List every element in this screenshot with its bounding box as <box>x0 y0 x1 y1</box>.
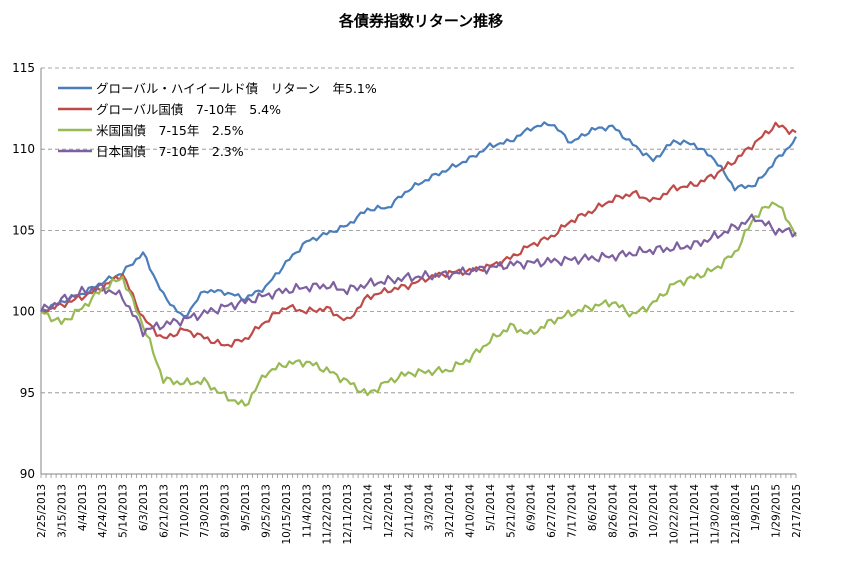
y-tick-label: 100 <box>12 305 35 319</box>
y-tick-label: 90 <box>20 467 35 481</box>
x-tick-label: 9/12/2014 <box>628 484 640 538</box>
series-lines <box>40 121 797 407</box>
x-tick-label: 3/15/2013 <box>56 484 68 538</box>
x-tick-label: 1/22/2014 <box>383 484 395 538</box>
x-tick-label: 2/17/2015 <box>791 484 803 538</box>
legend: グローバル・ハイイールド債 リターン 年5.1% グローバル国債 7-10年 5.… <box>58 81 377 159</box>
x-tick-label: 2/11/2014 <box>403 484 415 538</box>
axes: 90 95 100 105 110 115 2/25/2013 3/15/2013 4/4/20… <box>12 61 803 545</box>
x-tick-label: 10/15/2013 <box>281 484 293 545</box>
legend-label: 日本国債 7-10年 2.3% <box>96 144 244 159</box>
legend-label: 米国国債 7-15年 2.5% <box>96 123 244 138</box>
x-tick-label: 8/26/2014 <box>607 484 619 538</box>
x-tick-label: 12/18/2014 <box>730 484 742 545</box>
x-tick-label: 4/10/2014 <box>465 484 477 538</box>
x-tick-label: 4/4/2013 <box>77 484 89 531</box>
x-tick-label: 1/29/2015 <box>771 484 783 538</box>
x-tick-label: 11/22/2013 <box>322 484 334 545</box>
x-tick-label: 7/10/2013 <box>179 484 191 538</box>
x-tick-label: 9/25/2013 <box>260 484 272 538</box>
y-tick-label: 105 <box>12 223 35 237</box>
x-tick-label: 1/9/2015 <box>750 484 762 531</box>
x-tick-label: 9/5/2013 <box>240 484 252 531</box>
x-tick-label: 5/14/2013 <box>118 484 130 538</box>
x-tick-label: 6/21/2013 <box>158 484 170 538</box>
y-tick-label: 95 <box>20 386 35 400</box>
series-line <box>40 121 797 318</box>
x-tick-label: 11/30/2014 <box>709 484 721 545</box>
series-line <box>40 213 797 338</box>
x-tick-label: 12/11/2013 <box>342 484 354 545</box>
x-tick-label: 7/30/2013 <box>199 484 211 538</box>
x-tick-label: 8/6/2014 <box>587 484 599 531</box>
x-tick-label: 10/2/2014 <box>648 484 660 538</box>
x-tick-label: 3/21/2014 <box>444 484 456 538</box>
y-tick-label: 115 <box>12 61 35 75</box>
x-tick-label: 5/1/2014 <box>485 484 497 531</box>
x-tick-label: 7/17/2014 <box>567 484 579 538</box>
x-tick-label: 11/4/2013 <box>301 484 313 538</box>
x-tick-label: 10/22/2014 <box>669 484 681 545</box>
x-tick-label: 5/21/2014 <box>505 484 517 538</box>
x-tick-label: 3/3/2014 <box>424 484 436 531</box>
x-tick-label: 1/2/2014 <box>362 484 374 531</box>
legend-label: グローバル・ハイイールド債 リターン 年5.1% <box>96 81 377 96</box>
x-tick-label: 6/9/2014 <box>526 484 538 531</box>
x-tick-label: 11/11/2014 <box>689 484 701 545</box>
x-tick-label: 8/19/2013 <box>220 484 232 538</box>
x-tick-label: 6/27/2014 <box>546 484 558 538</box>
x-tick-label: 4/24/2013 <box>97 484 109 538</box>
chart-title: 各債券指数リターン推移 <box>338 12 503 30</box>
legend-label: グローバル国債 7-10年 5.4% <box>96 102 281 117</box>
series-line <box>40 201 797 407</box>
series-line <box>40 121 797 348</box>
y-tick-label: 110 <box>12 142 35 156</box>
x-tick-label: 6/3/2013 <box>138 484 150 531</box>
x-tick-label: 2/25/2013 <box>36 484 48 538</box>
